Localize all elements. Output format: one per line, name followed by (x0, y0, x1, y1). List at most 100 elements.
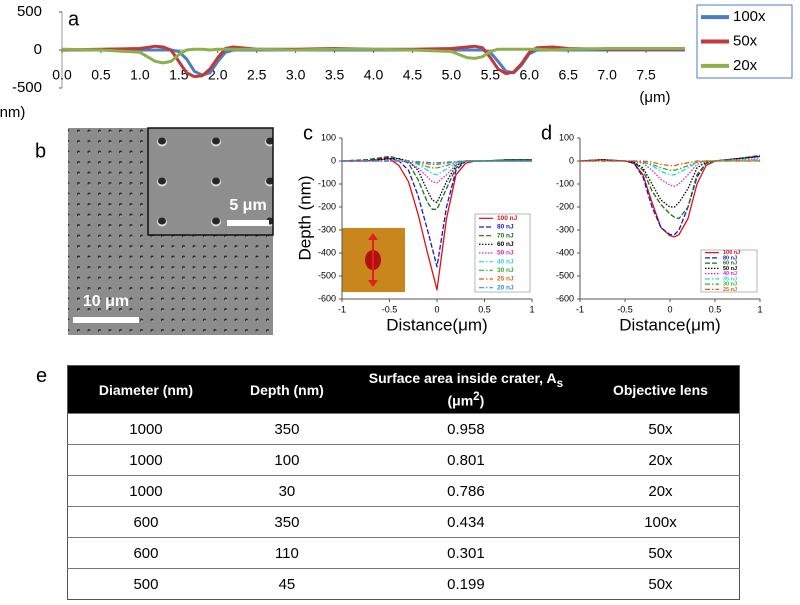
data-table: Diameter (nm) Depth (nm) Surface area in… (67, 365, 740, 600)
legend-label: 100 nJ (497, 215, 518, 222)
y-tick-label: -200 (318, 201, 336, 211)
legend-label: 30 nJ (497, 267, 514, 274)
x-tick-label: 4.0 (364, 67, 384, 83)
scale-bar (73, 317, 139, 323)
table-cell: 500 (67, 568, 224, 600)
data-line (580, 159, 760, 176)
legend-label: 80 nJ (723, 255, 737, 261)
legend-label: 50x (733, 32, 758, 49)
x-tick-label: 0.5 (478, 304, 491, 314)
x-tick-label: 1 (757, 304, 762, 314)
table-cell: 50x (581, 413, 740, 445)
legend-label: 100 nJ (723, 250, 740, 256)
table-cell: 50x (581, 568, 740, 600)
y-tick-label: -200 (556, 201, 574, 211)
x-tick-label: 0 (667, 304, 672, 314)
data-line (580, 158, 761, 187)
x-tick-label: 3.0 (286, 67, 306, 83)
x-tick-label: 0.5 (709, 304, 722, 314)
legend-label: 60 nJ (723, 261, 737, 267)
x-tick-label: 0.5 (91, 67, 111, 83)
table-cell: 350 (223, 506, 350, 538)
x-tick-label: -0.5 (382, 304, 398, 314)
y-tick-label: -300 (318, 224, 336, 234)
table-row: 600 110 0.301 50x (67, 537, 740, 569)
table-row: 1000 350 0.958 50x (67, 413, 740, 445)
x-tick-label: 1 (529, 304, 534, 314)
header-sub: s (556, 377, 564, 391)
y-tick-label: 0 (569, 155, 574, 165)
panel-label: d (541, 122, 552, 144)
header-unit: (μm (447, 392, 474, 409)
table-row: 500 45 0.199 50x (67, 568, 740, 600)
x-tick-label: 7.5 (636, 67, 656, 83)
x-tick-label: 6.5 (558, 67, 578, 83)
x-axis-label: (μm) (639, 89, 670, 106)
y-tick-label: 0 (34, 41, 42, 58)
data-line (579, 155, 761, 236)
legend-label: 20 nJ (497, 284, 514, 291)
table-cell: 1000 (67, 444, 224, 476)
table-row: 600 350 0.434 100x (67, 506, 740, 538)
header-text: Surface area inside crater, A (368, 370, 557, 387)
panel-label: a (68, 8, 80, 30)
data-line (580, 160, 760, 167)
legend-label: 80 nJ (497, 224, 514, 231)
table-cell: 30 (223, 475, 350, 507)
scale-bar-label: 10 μm (83, 293, 129, 310)
x-tick-label: 4.5 (403, 67, 423, 83)
scale-bar (227, 220, 269, 226)
y-tick-label: -500 (318, 270, 336, 280)
header-cell: Surface area inside crater, As (μm2) (349, 365, 582, 414)
legend-label: 30 nJ (723, 282, 737, 288)
table-cell: 100x (581, 506, 740, 538)
table-cell: 1000 (67, 413, 224, 445)
x-tick-label: 6.0 (520, 67, 540, 83)
data-line (61, 47, 685, 65)
x-tick-label: -0.5 (617, 304, 633, 314)
data-line (580, 160, 760, 171)
header-sup: 2 (473, 390, 480, 404)
figure-graphics: a b c d 5 μm 10 μm 0.0 0.5 1.0 1.5 2.0 2.5 3.0… (0, 3, 793, 335)
table-cell: 45 (223, 568, 350, 600)
y-tick-label: -600 (556, 293, 574, 303)
data-line (579, 155, 761, 208)
y-tick-label: -600 (318, 293, 336, 303)
table-header: Diameter (nm) Depth (nm) Surface area in… (67, 365, 740, 414)
table-cell: 20x (581, 475, 740, 507)
y-tick-label: -500 (556, 270, 574, 280)
legend-label: 25 nJ (723, 287, 737, 293)
table-cell: 600 (67, 537, 224, 569)
panel-label: e (36, 365, 48, 387)
x-tick-label: 1.0 (130, 67, 150, 83)
legend-label: 35 nJ (723, 276, 737, 282)
y-axis-label: (nm) (0, 104, 25, 121)
table-row: 1000 30 0.786 20x (67, 475, 740, 507)
scale-bar-label: 5 μm (229, 197, 266, 214)
legend-label: 50 nJ (497, 250, 514, 257)
table-cell: 20x (581, 444, 740, 476)
legend-label: 60 nJ (497, 241, 514, 248)
header-cell: Diameter (nm) (67, 365, 224, 414)
data-line (579, 154, 761, 220)
legend-box (474, 213, 531, 293)
table-cell: 1000 (67, 475, 224, 507)
legend-label: 100x (733, 8, 766, 25)
legend-label: 25 nJ (497, 276, 514, 283)
table-cell: 0.199 (349, 568, 582, 600)
y-tick-label: -400 (556, 247, 574, 257)
table-cell: 600 (67, 506, 224, 538)
data-line (342, 158, 532, 204)
y-tick-label: 100 (559, 132, 574, 142)
y-tick-label: -100 (318, 178, 336, 188)
legend-label: 70 nJ (497, 232, 514, 239)
x-tick-label: 5.0 (442, 67, 462, 83)
table-cell: 110 (223, 537, 350, 569)
y-tick-label: 500 (17, 3, 42, 20)
y-tick-label: -400 (318, 247, 336, 257)
legend-label: 20x (733, 57, 758, 74)
y-tick-label: -500 (12, 79, 42, 96)
y-tick-label: -300 (556, 224, 574, 234)
table-cell: 0.434 (349, 506, 582, 538)
